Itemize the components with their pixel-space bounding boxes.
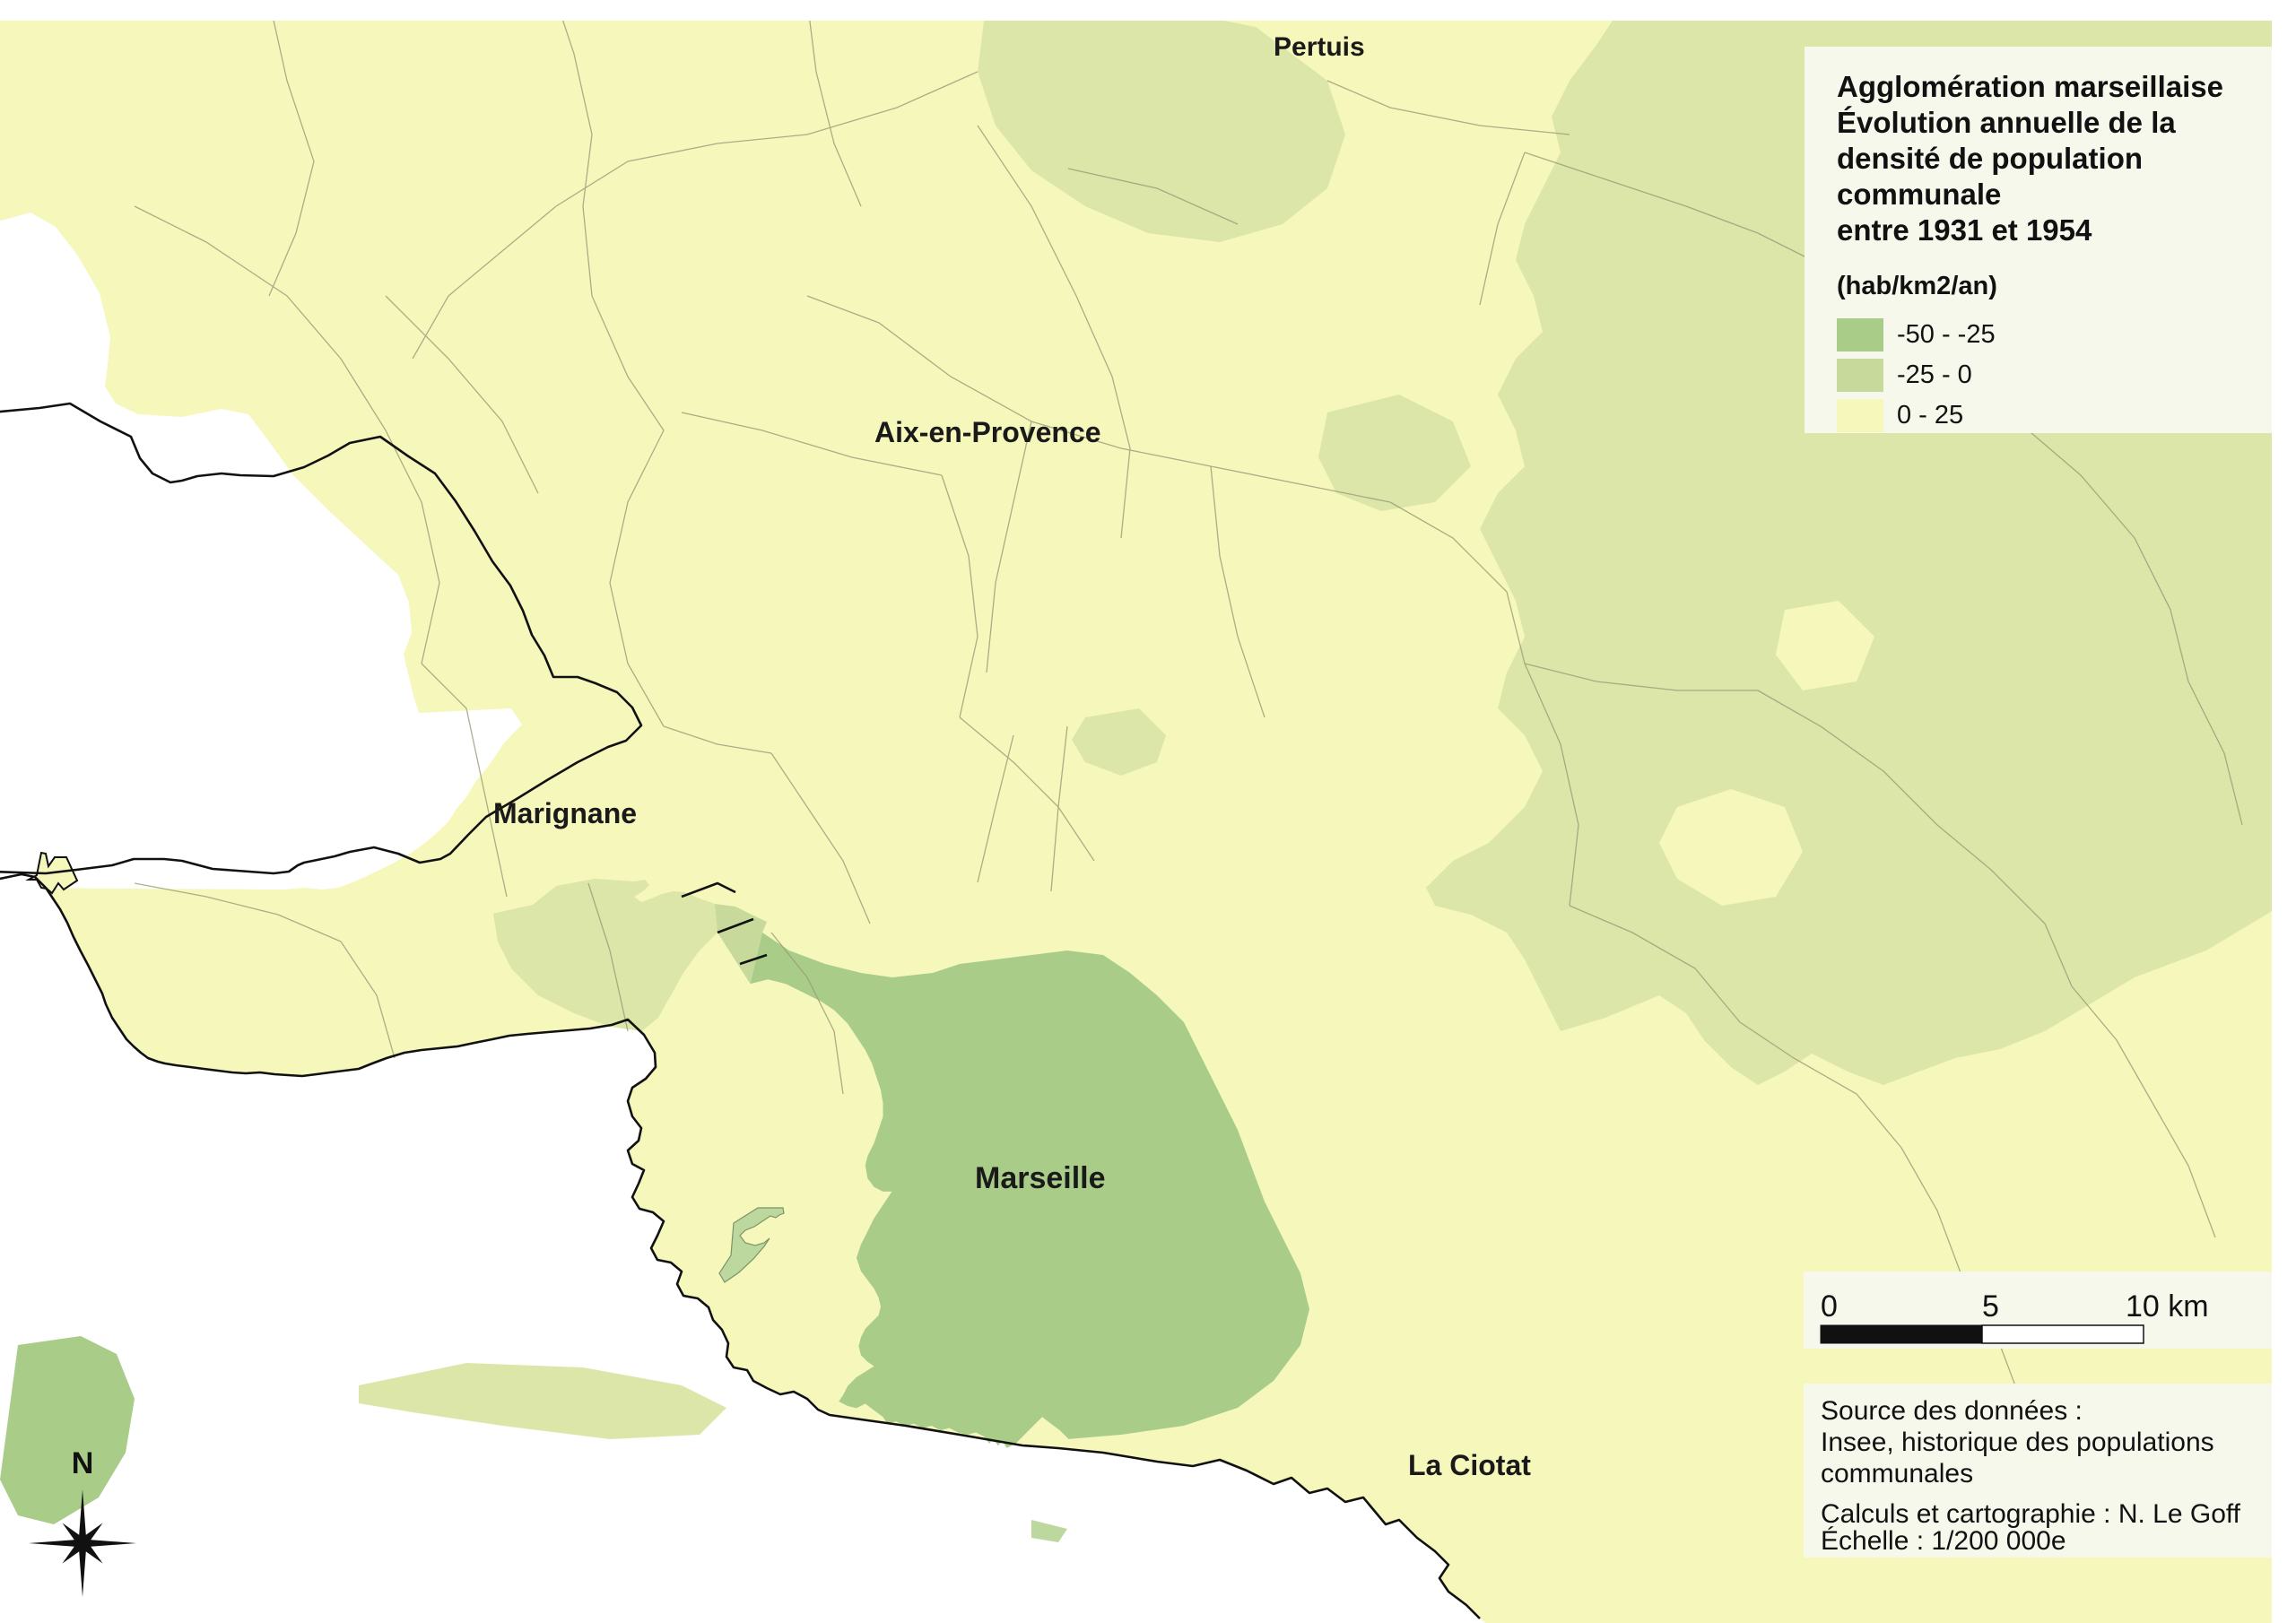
svg-text:-50 - -25: -50 - -25 [1897, 320, 1996, 349]
svg-text:5: 5 [1982, 1289, 1999, 1324]
svg-text:Agglomération marseillaise: Agglomération marseillaise [1837, 70, 2223, 103]
svg-text:Marseille: Marseille [975, 1161, 1106, 1195]
svg-text:N: N [72, 1446, 94, 1480]
svg-text:communale: communale [1837, 178, 2001, 211]
svg-text:densité de population: densité de population [1837, 142, 2143, 175]
svg-text:Échelle : 1/200 000e: Échelle : 1/200 000e [1821, 1526, 2066, 1556]
svg-text:Marignane: Marignane [493, 797, 637, 829]
svg-text:0: 0 [1821, 1289, 1838, 1324]
svg-text:10 km: 10 km [2126, 1289, 2209, 1324]
svg-text:La Ciotat: La Ciotat [1408, 1449, 1531, 1481]
svg-text:Aix-en-Provence: Aix-en-Provence [874, 416, 1101, 448]
svg-text:Pertuis: Pertuis [1274, 32, 1365, 62]
svg-text:communales: communales [1821, 1459, 1973, 1488]
svg-text:(hab/km2/an): (hab/km2/an) [1837, 272, 1997, 300]
svg-text:Évolution annuelle de la: Évolution annuelle de la [1837, 106, 2176, 139]
svg-text:Source des données :: Source des données : [1821, 1396, 2083, 1426]
svg-text:0 - 25: 0 - 25 [1897, 401, 1963, 430]
svg-text:Calculs et cartographie : N. L: Calculs et cartographie : N. Le Goff [1821, 1499, 2241, 1529]
svg-text:Insee, historique des populati: Insee, historique des populations [1821, 1428, 2214, 1457]
svg-text:-25 - 0: -25 - 0 [1897, 360, 1972, 389]
svg-text:entre 1931 et 1954: entre 1931 et 1954 [1837, 213, 2092, 247]
